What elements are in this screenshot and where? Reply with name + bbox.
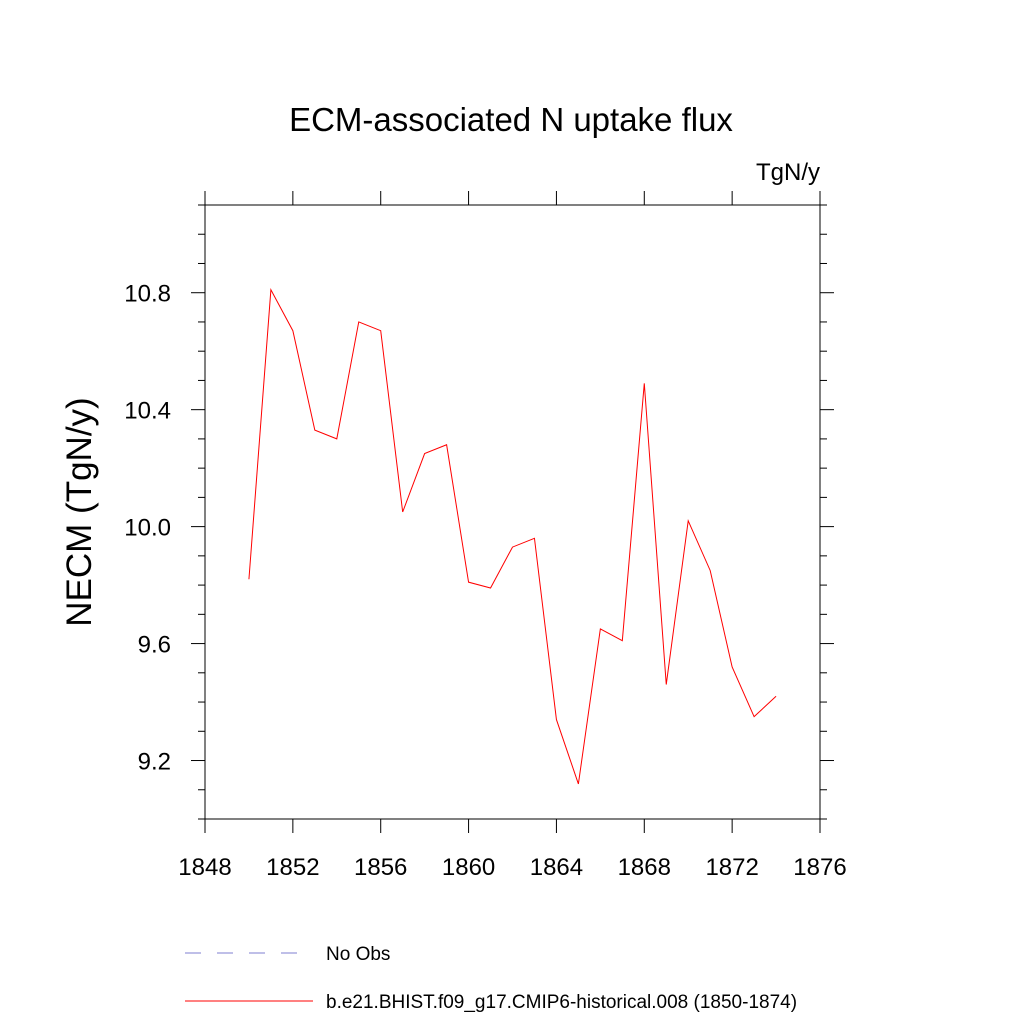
units-label: TgN/y	[756, 159, 820, 186]
legend: No Obs b.e21.BHIST.f09_g17.CMIP6-histori…	[185, 944, 797, 1013]
y-tick-label: 9.2	[138, 749, 171, 776]
plot-border	[204, 204, 821, 820]
chart-title: ECM-associated N uptake flux	[289, 101, 733, 138]
x-tick-label: 1872	[705, 854, 758, 881]
x-tick-label: 1864	[530, 854, 583, 881]
series-line-0	[248, 288, 777, 785]
y-tick-label: 9.6	[138, 632, 171, 659]
y-tick-label: 10.0	[124, 515, 171, 542]
y-tick-label: 10.4	[124, 398, 171, 425]
x-tick-label: 1868	[618, 854, 671, 881]
legend-label-no-obs: No Obs	[326, 944, 390, 965]
plot-frame	[204, 204, 821, 820]
y-axis-label: NECM (TgN/y)	[60, 397, 99, 626]
legend-label-model: b.e21.BHIST.f09_g17.CMIP6-historical.008…	[326, 992, 797, 1013]
x-tick-label: 1856	[354, 854, 407, 881]
series-layer	[248, 288, 777, 785]
x-tick-label: 1876	[793, 854, 846, 881]
x-tick-label: 1860	[442, 854, 495, 881]
axis-tick-labels: 1848 1852 1856 1860 1864 1868 1872 1876 9.2 9.6 10…	[124, 281, 846, 881]
x-tick-label: 1848	[178, 854, 231, 881]
axis-ticks	[191, 191, 834, 833]
y-tick-label: 10.8	[124, 281, 171, 308]
x-tick-label: 1852	[266, 854, 319, 881]
